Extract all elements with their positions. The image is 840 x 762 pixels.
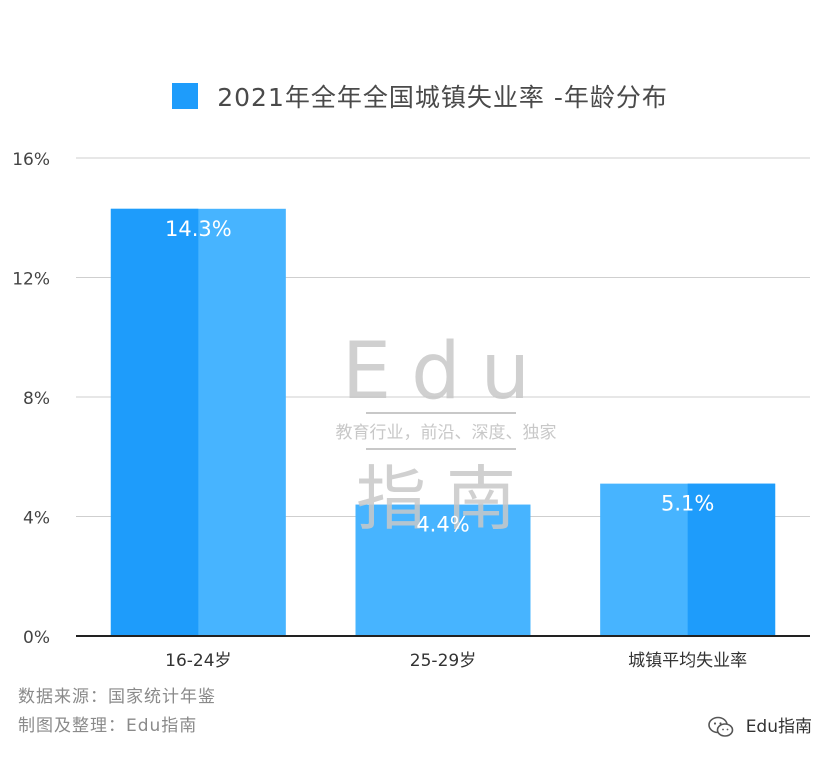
brand-mark: Edu指南 [708,712,812,738]
data-label: 14.3% [165,217,232,241]
source-note: 数据来源：国家统计年鉴 [18,687,216,707]
data-label: 5.1% [661,492,714,516]
x-tick-label: 城镇平均失业率 [628,651,747,671]
chart-title: 2021年全年全国城镇失业率 -年龄分布 [217,83,668,112]
watermark: Edu 教育行业，前沿、深度、独家 指南 [336,327,557,540]
maker-note: 制图及整理：Edu指南 [18,716,198,736]
y-tick-label: 8% [23,389,50,409]
y-tick-label: 12% [12,270,50,290]
bar [110,208,286,636]
y-tick-label: 4% [23,509,50,529]
bar [600,483,776,636]
chart-title-row: 2021年全年全国城镇失业率 -年龄分布 [0,78,840,114]
legend-swatch [172,83,199,109]
watermark-tagline: 教育行业，前沿、深度、独家 [336,423,557,443]
bar [355,504,531,636]
y-tick-label: 0% [23,628,50,648]
data-label: 4.4% [416,513,469,537]
watermark-zhinan: 指南 [356,458,536,540]
x-tick-label: 25-29岁 [410,651,476,671]
wechat-icon [708,716,734,737]
bar-chart: 0% 4% 8% 12% 16% Edu 教育行业，前沿、深度、独家 指南 14.3% 1… [12,150,810,671]
watermark-edu: Edu [342,327,550,417]
x-tick-label: 16-24岁 [165,651,231,671]
y-tick-label: 16% [12,150,50,170]
brand-name: Edu指南 [745,717,812,737]
